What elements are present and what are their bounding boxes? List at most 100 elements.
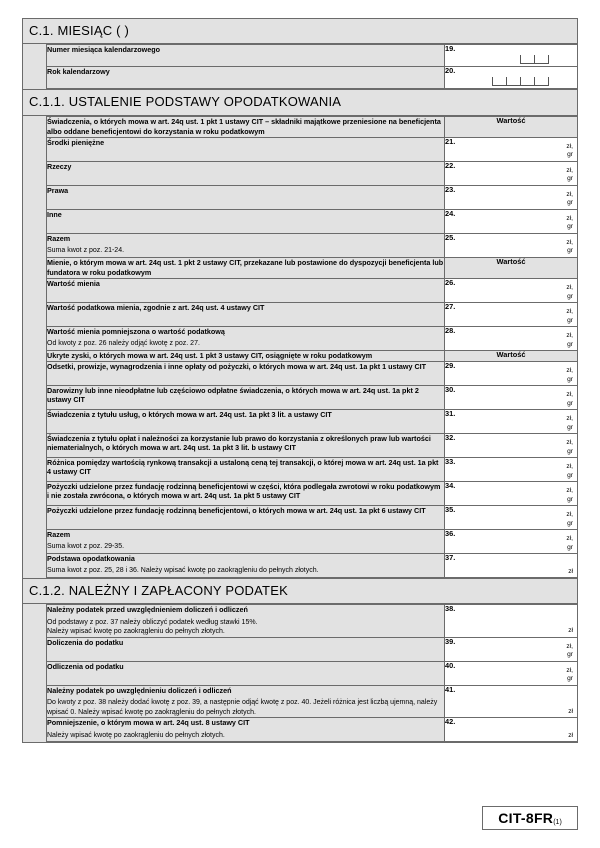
group-header-label-cell: Mienie, o którym mowa w art. 24q ust. 1 …: [46, 256, 445, 279]
table-row: Pożyczki udzielone przez fundację rodzin…: [46, 480, 578, 506]
row-label-cell: Razem Suma kwot z poz. 29-35.: [46, 528, 445, 554]
table-row: Należny podatek przed uwzględnieniem dol…: [46, 604, 578, 638]
entry-box[interactable]: [492, 77, 507, 87]
row-value-cell[interactable]: 22. zł, gr: [444, 160, 578, 186]
table-c1: Numer miesiąca kalendarzowego 19. Rok kale…: [46, 44, 578, 90]
unit-grosz: gr: [567, 675, 573, 683]
position-number: 23.: [445, 184, 456, 194]
currency-units: zł: [568, 568, 573, 576]
row-value-cell[interactable]: 38. zł: [444, 604, 578, 638]
row-value-cell[interactable]: 28. zł, gr: [444, 325, 578, 351]
row-value-cell[interactable]: 42. zł: [444, 717, 578, 743]
row-value-cell[interactable]: 31. zł, gr: [444, 408, 578, 434]
unit-grosz: gr: [567, 495, 573, 503]
row-label: Wartość podatkowa mienia, zgodnie z art.…: [47, 302, 265, 312]
row-value-cell[interactable]: 41. zł: [444, 684, 578, 719]
group-header-label: Mienie, o którym mowa w art. 24q ust. 1 …: [47, 257, 444, 277]
row-label-cell: Różnica pomiędzy wartością rynkową trans…: [46, 456, 445, 482]
row-value-cell[interactable]: 34. zł, gr: [444, 480, 578, 506]
position-number: 20.: [445, 66, 456, 76]
table-row: Odsetki, prowizje, wynagrodzenia i inne …: [46, 360, 578, 386]
row-label-cell: Wartość mienia pomniejszona o wartość po…: [46, 325, 445, 351]
row-label-cell: Pożyczki udzielone przez fundację rodzin…: [46, 480, 445, 506]
unit-zloty: zł,: [566, 143, 573, 151]
row-value-cell[interactable]: 19.: [444, 44, 578, 68]
row-value-cell[interactable]: 33. zł, gr: [444, 456, 578, 482]
row-label: Razem: [47, 529, 71, 539]
row-value-cell[interactable]: 36. zł, gr: [444, 528, 578, 554]
position-number: 28.: [445, 325, 456, 335]
row-label: Należny podatek po uwzględnieniu dolicze…: [47, 685, 232, 695]
group-header-value-cell: Wartość: [444, 349, 578, 362]
form-code-variant: (1): [553, 818, 562, 826]
unit-grosz: gr: [567, 471, 573, 479]
currency-units: zł, gr: [566, 215, 573, 231]
row-value-cell[interactable]: 37. zł: [444, 552, 578, 578]
section-header-c11: C.1.1. USTALENIE PODSTAWY OPODATKOWANIA: [23, 89, 577, 116]
row-label: Doliczenia do podatku: [47, 637, 124, 647]
entry-box[interactable]: [521, 77, 535, 87]
section-header-c1: C.1. MIESIĄC ( ): [23, 19, 577, 45]
currency-units: zł, gr: [566, 463, 573, 479]
row-label: Prawa: [47, 185, 69, 195]
table-c1-body: Numer miesiąca kalendarzowego 19. Rok kale…: [46, 44, 578, 90]
currency-units: zł, gr: [566, 239, 573, 255]
row-value-cell[interactable]: 23. zł, gr: [444, 184, 578, 210]
row-label-cell: Numer miesiąca kalendarzowego: [46, 44, 445, 68]
unit-grosz: gr: [567, 247, 573, 255]
unit-zloty: zł,: [566, 284, 573, 292]
row-value-cell[interactable]: 32. zł, gr: [444, 432, 578, 458]
row-value-cell[interactable]: 29. zł, gr: [444, 360, 578, 386]
unit-grosz: gr: [567, 423, 573, 431]
entry-box[interactable]: [535, 55, 549, 65]
row-value-cell[interactable]: 35. zł, gr: [444, 504, 578, 530]
row-value-cell[interactable]: 21. zł, gr: [444, 136, 578, 162]
table-row: Prawa 23. zł, gr: [46, 184, 578, 210]
position-number: 25.: [445, 232, 456, 242]
group-header-label: Świadczenia, o których mowa w art. 24q u…: [47, 116, 441, 136]
unit-zloty: zł,: [566, 215, 573, 223]
row-value-cell[interactable]: 20.: [444, 66, 578, 90]
position-number: 30.: [445, 384, 456, 394]
entry-box[interactable]: [507, 77, 521, 87]
table-c11-body: Świadczenia, o których mowa w art. 24q u…: [46, 115, 578, 578]
table-row: Świadczenia z tytułu usług, o których mo…: [46, 408, 578, 434]
unit-grosz: gr: [567, 223, 573, 231]
table-row: Podstawa opodatkowania Suma kwot z poz. 2…: [46, 552, 578, 578]
row-label: Inne: [47, 209, 62, 219]
currency-units: zł, gr: [566, 284, 573, 300]
unit-grosz: gr: [567, 340, 573, 348]
segmented-entry-boxes[interactable]: [520, 55, 549, 65]
currency-units: zł, gr: [566, 332, 573, 348]
unit-zloty: zł,: [566, 667, 573, 675]
row-value-cell[interactable]: 40. zł, gr: [444, 660, 578, 686]
row-value-cell[interactable]: 24. zł, gr: [444, 208, 578, 234]
unit-zloty: zł,: [566, 511, 573, 519]
unit-grosz: gr: [567, 519, 573, 527]
unit-grosz: gr: [567, 651, 573, 659]
unit-zloty: zł: [568, 627, 573, 635]
row-value-cell[interactable]: 30. zł, gr: [444, 384, 578, 410]
table-row: Rzeczy 22. zł, gr: [46, 160, 578, 186]
entry-box[interactable]: [520, 55, 535, 65]
row-value-cell[interactable]: 27. zł, gr: [444, 301, 578, 327]
row-value-cell[interactable]: 25. zł, gr: [444, 232, 578, 258]
position-number: 19.: [445, 44, 456, 54]
currency-units: zł: [568, 732, 573, 740]
section-header-c12: C.1.2. NALEŻNY I ZAPŁACONY PODATEK: [23, 577, 577, 605]
segmented-entry-boxes[interactable]: [492, 77, 549, 87]
entry-box[interactable]: [535, 77, 549, 87]
row-label-cell: Podstawa opodatkowania Suma kwot z poz. 2…: [46, 552, 445, 578]
table-row: Darowizny lub inne nieodpłatne lub częśc…: [46, 384, 578, 410]
group-header-label-cell: Świadczenia, o których mowa w art. 24q u…: [46, 115, 445, 138]
row-value-cell[interactable]: 39. zł, gr: [444, 636, 578, 662]
unit-zloty: zł,: [566, 439, 573, 447]
unit-grosz: gr: [567, 447, 573, 455]
row-label-cell: Pomniejszenie, o którym mowa w art. 24q …: [46, 717, 445, 743]
currency-units: zł, gr: [566, 415, 573, 431]
row-value-cell[interactable]: 26. zł, gr: [444, 277, 578, 303]
currency-units: zł, gr: [566, 643, 573, 659]
row-label: Wartość mienia pomniejszona o wartość po…: [47, 326, 225, 336]
position-number: 36.: [445, 528, 456, 538]
